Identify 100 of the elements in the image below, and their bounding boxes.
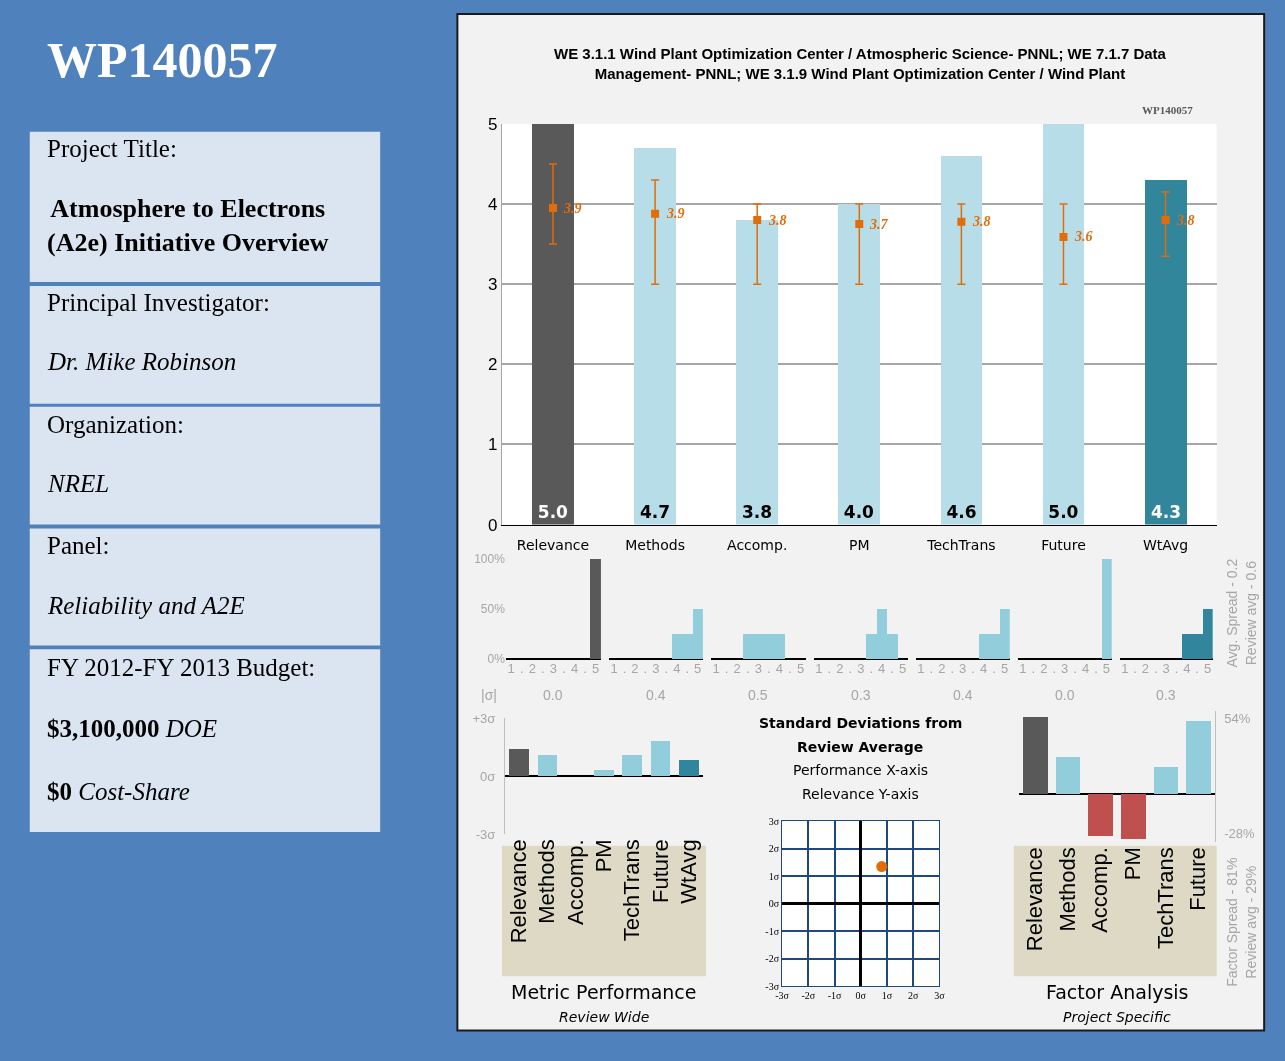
x-tick-label: . [788, 661, 792, 677]
x-tick-label: . [622, 661, 627, 677]
x-tick-label: 3 [549, 661, 558, 677]
x-tick-label: . [643, 661, 648, 677]
x-tick-label: . [1031, 661, 1036, 677]
x-tick-label: PM [849, 537, 870, 554]
x-tick-label: 3 [754, 661, 762, 677]
text: Avg. Spread - 0.2 [1224, 558, 1241, 668]
x-tick-label: 1 [712, 661, 720, 677]
text: Project Specific [1063, 1009, 1171, 1025]
text: $0 Cost-Share [47, 778, 190, 805]
x-tick-label: 1 [1121, 661, 1129, 677]
x-tick-label: . [685, 661, 690, 677]
x-tick-label: . [541, 661, 545, 677]
x-tick-label: 2 [1040, 661, 1048, 677]
y-tick-label: 100% [474, 552, 506, 567]
x-tick-label: . [1094, 661, 1098, 677]
x-tick-label: WtAvg [675, 839, 701, 904]
y-tick-label: 54% [1224, 710, 1251, 726]
x-tick-label: . [929, 661, 934, 677]
x-tick-label: 4 [673, 661, 681, 677]
data-label: 3.6 [1074, 229, 1093, 244]
x-tick-label: TechTrans [1152, 847, 1178, 950]
data-label: 3.8 [741, 501, 772, 522]
x-tick-label: Future [647, 839, 673, 903]
x-tick-label: WtAvg [1142, 537, 1189, 554]
data-label: 3.8 [768, 213, 787, 228]
x-tick-label: Methods [625, 537, 685, 554]
x-tick-label: Future [1041, 537, 1086, 554]
x-tick-label: . [827, 661, 832, 677]
x-tick-label: 3 [652, 661, 660, 677]
x-tick-label: Relevance [1022, 847, 1048, 952]
x-tick-label: 2 [631, 661, 639, 677]
data-label: 5.0 [1048, 501, 1079, 522]
x-tick-label: 3σ [934, 990, 946, 1002]
data-label: 3.9 [666, 206, 685, 221]
y-tick-label: 3σ [768, 815, 780, 827]
text: 0.5 [748, 687, 768, 703]
y-tick-label: -28% [1224, 825, 1256, 841]
x-tick-label: 3 [1061, 661, 1069, 677]
x-tick-label: Methods [534, 839, 560, 924]
x-tick-label: . [950, 661, 955, 677]
x-tick-label: 1 [815, 661, 823, 677]
x-tick-label: 2 [733, 661, 741, 677]
text: Metric Performance [511, 981, 697, 1003]
x-tick-label: 5 [898, 661, 907, 677]
x-tick-label: . [890, 661, 894, 677]
x-tick-label: 5 [694, 661, 702, 677]
text: 0.3 [1156, 687, 1176, 703]
x-tick-label: 2 [1141, 661, 1150, 677]
x-tick-label: 3 [1162, 661, 1170, 677]
x-tick-label: . [583, 661, 587, 677]
x-tick-label: TechTrans [926, 537, 996, 554]
y-tick-label: 2 [488, 355, 498, 375]
x-tick-label: 4 [980, 661, 988, 677]
x-tick-label: -1σ [827, 990, 842, 1002]
x-tick-label: 3 [857, 661, 865, 677]
x-tick-label: Relevance [506, 839, 532, 944]
text: Organization: [47, 411, 184, 438]
y-tick-label: -3σ [765, 980, 780, 992]
x-tick-label: 5 [1102, 661, 1111, 677]
chart-title: Standard Deviations from Review Average [759, 715, 963, 755]
x-tick-label: . [848, 661, 853, 677]
data-label: 3.7 [869, 217, 889, 232]
data-label: 5.0 [537, 501, 569, 522]
text: 0.4 [646, 687, 666, 703]
x-tick-label: Relevance [516, 537, 590, 554]
text: $3,100,000 DOE [47, 715, 218, 742]
text: Factor Spread - 81% [1224, 857, 1241, 987]
text: 0.3 [851, 687, 871, 703]
x-tick-label: PM [591, 839, 617, 873]
y-axis-title: Relevance Y-axis [802, 786, 919, 802]
x-tick-label: 5 [592, 661, 600, 677]
y-tick-label: 50% [480, 602, 506, 617]
y-tick-label: +3σ [472, 710, 496, 726]
text: Dr. Mike Robinson [47, 348, 237, 375]
x-tick-label: 2 [938, 661, 946, 677]
data-label: 4.7 [639, 501, 670, 522]
x-tick-label: 2σ [908, 990, 920, 1002]
text: Panel: [47, 532, 110, 559]
x-tick-label: . [1195, 661, 1199, 677]
x-tick-label: 5 [796, 661, 805, 677]
x-tick-label: Accomp. [727, 537, 788, 554]
x-tick-label: PM [1120, 847, 1146, 881]
text: Atmosphere to Electrons (A2e) Initiative Overview [47, 194, 329, 257]
x-tick-label: 5 [1203, 661, 1212, 677]
x-tick-label: -2σ [801, 990, 816, 1002]
x-tick-label: 1 [610, 661, 618, 677]
x-tick-label: . [745, 661, 750, 677]
x-tick-label: . [1073, 661, 1077, 677]
text: WP140057 [1142, 104, 1194, 116]
text: Review avg - 0.6 [1243, 560, 1260, 666]
x-tick-label: . [724, 661, 729, 677]
x-tick-label: 4 [1183, 661, 1191, 677]
x-tick-label: 2 [528, 661, 536, 677]
text: WP140057 [47, 32, 278, 88]
y-tick-label: 0% [487, 652, 506, 667]
text: Review Wide [559, 1009, 650, 1025]
x-tick-label: 1 [917, 661, 925, 677]
data-label: 4.0 [843, 501, 875, 522]
